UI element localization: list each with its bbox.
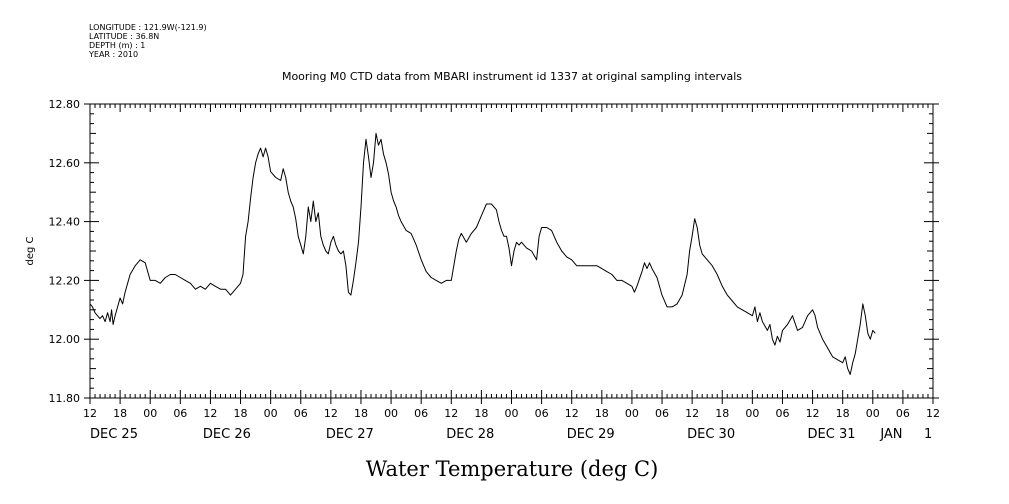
x-tick-label: 18 xyxy=(234,407,248,420)
y-axis: 11.80 12.00 12.20 12.40 12.60 12.80 xyxy=(49,98,939,405)
x-tick-label: 06 xyxy=(655,407,669,420)
y-tick-label: 12.60 xyxy=(49,157,81,170)
x-tick-label: 12 xyxy=(806,407,820,420)
chart-title: Mooring M0 CTD data from MBARI instrumen… xyxy=(282,70,742,83)
x-tick-label: 06 xyxy=(173,407,187,420)
plot-frame xyxy=(89,103,934,399)
meta-longitude: LONGITUDE : 121.9W(-121.9) xyxy=(89,23,207,32)
y-tick-label: 12.40 xyxy=(49,216,81,229)
x-tick-label: 06 xyxy=(775,407,789,420)
x-tick-label: 12 xyxy=(685,407,699,420)
x-date-label: DEC 27 xyxy=(326,427,374,442)
x-tick-label: 00 xyxy=(625,407,639,420)
x-tick-label: 18 xyxy=(836,407,850,420)
x-tick-label: 12 xyxy=(203,407,217,420)
x-date-label: DEC 26 xyxy=(203,427,251,442)
x-tick-label: 18 xyxy=(113,407,127,420)
x-tick-label: 12 xyxy=(565,407,579,420)
meta-latitude: LATITUDE : 36.8N xyxy=(89,32,159,41)
x-date-label: DEC 25 xyxy=(90,427,138,442)
x-tick-label: 06 xyxy=(414,407,428,420)
x-tick-label: 06 xyxy=(535,407,549,420)
x-date-label: 1 xyxy=(924,427,932,442)
x-date-label: DEC 30 xyxy=(687,427,735,442)
x-axis: 12 18 00 06 12 18 00 06 12 18 00 06 12 18 00 06 12 18 00 06… xyxy=(83,104,940,442)
x-tick-label: 00 xyxy=(745,407,759,420)
meta-depth: DEPTH (m) : 1 xyxy=(89,41,145,50)
y-tick-label: 12.20 xyxy=(49,274,81,287)
x-tick-label: 18 xyxy=(715,407,729,420)
meta-year: YEAR : 2010 xyxy=(88,50,138,59)
x-tick-label: 00 xyxy=(384,407,398,420)
x-date-label: DEC 29 xyxy=(567,427,615,442)
x-date-label: JAN xyxy=(879,427,902,442)
y-tick-label: 12.00 xyxy=(49,333,81,346)
y-tick-label: 12.80 xyxy=(49,98,81,111)
x-tick-label: 06 xyxy=(896,407,910,420)
series-line xyxy=(89,132,876,375)
y-axis-label: deg C xyxy=(25,236,36,265)
x-axis-label: Water Temperature (deg C) xyxy=(366,457,659,481)
x-tick-label: 18 xyxy=(474,407,488,420)
x-date-label: DEC 31 xyxy=(808,427,856,442)
x-tick-label: 00 xyxy=(143,407,157,420)
x-tick-label: 12 xyxy=(324,407,338,420)
x-tick-label: 00 xyxy=(264,407,278,420)
x-tick-label: 06 xyxy=(294,407,308,420)
x-tick-label: 18 xyxy=(354,407,368,420)
data-series xyxy=(89,132,876,375)
x-date-label: DEC 28 xyxy=(446,427,494,442)
x-tick-label: 12 xyxy=(83,407,97,420)
x-tick-label: 00 xyxy=(505,407,519,420)
metadata-block: LONGITUDE : 121.9W(-121.9) LATITUDE : 36… xyxy=(88,23,207,59)
x-tick-label: 00 xyxy=(866,407,880,420)
x-tick-label: 12 xyxy=(444,407,458,420)
x-tick-label: 18 xyxy=(595,407,609,420)
y-tick-label: 11.80 xyxy=(49,392,81,405)
x-tick-label: 12 xyxy=(926,407,940,420)
